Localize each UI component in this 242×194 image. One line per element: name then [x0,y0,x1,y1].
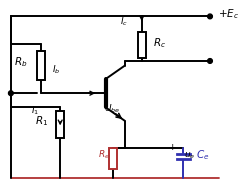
Text: $R_e$: $R_e$ [98,149,109,161]
Bar [56,111,64,138]
Text: $+$: $+$ [168,142,176,152]
Bar [138,32,145,58]
Text: $+E_c$: $+E_c$ [218,8,239,21]
Text: $R_c$: $R_c$ [153,36,166,50]
Bar [38,51,45,80]
Text: $I_c$: $I_c$ [120,16,129,28]
Text: $u_e$: $u_e$ [184,151,196,161]
Circle shape [8,91,13,96]
Text: $C_e$: $C_e$ [196,148,209,162]
Text: $I_b$: $I_b$ [52,63,60,76]
Text: $R_1$: $R_1$ [35,114,48,128]
Circle shape [208,14,212,19]
Text: $I_1$: $I_1$ [31,105,39,118]
Circle shape [208,59,212,63]
Bar [109,148,117,169]
Text: $U_{be}$: $U_{be}$ [104,102,120,115]
Text: $R_b$: $R_b$ [15,55,28,69]
